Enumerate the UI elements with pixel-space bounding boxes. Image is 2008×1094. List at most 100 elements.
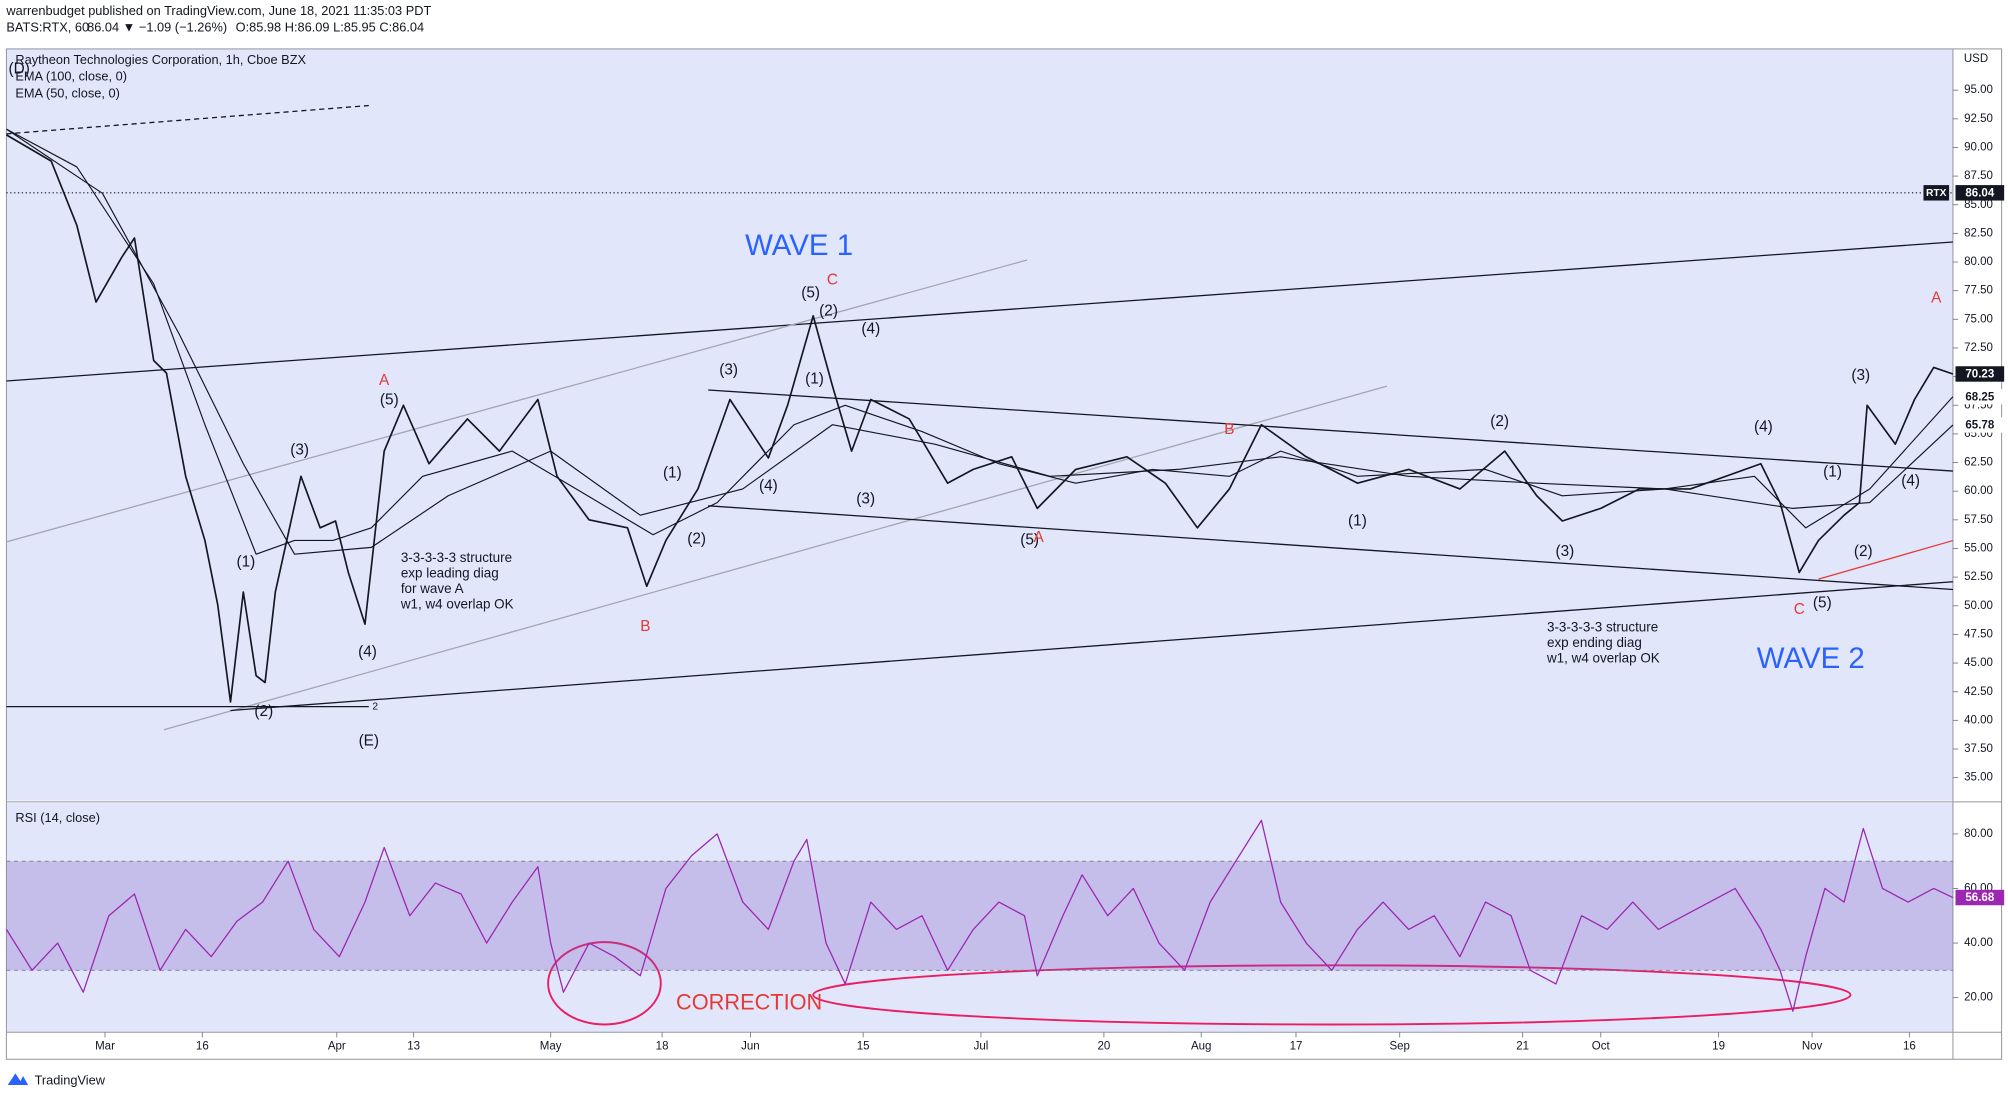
annotation: (2) [1490, 413, 1509, 430]
annotation: B [1224, 421, 1234, 438]
x-tick-label: Jul [974, 1040, 989, 1052]
x-tick-label: 20 [1097, 1040, 1110, 1052]
annotation: A [379, 372, 390, 389]
trendline [1818, 539, 1954, 580]
x-tick-label: 21 [1516, 1040, 1529, 1052]
y-tick-label: 80.00 [1964, 256, 1993, 268]
annotation: (5) [1020, 532, 1039, 549]
annotation: (3) [290, 442, 309, 459]
trendline [708, 505, 1953, 591]
y-tick-label: 37.50 [1964, 743, 1993, 755]
annotation: (4) [861, 321, 880, 338]
annotation: (1) [805, 371, 824, 388]
annotation: C [1794, 601, 1805, 618]
rsi-pane [6, 803, 1953, 1033]
annotation: C [827, 272, 838, 289]
price-label: 56.68 [1965, 892, 1994, 904]
x-tick-label: Aug [1191, 1040, 1211, 1052]
x-tick-label: May [540, 1040, 562, 1052]
brand: TradingView [35, 1072, 106, 1087]
trendline [708, 389, 1953, 472]
trendline [230, 581, 1953, 712]
x-tick-label: 19 [1712, 1040, 1725, 1052]
y-tick-label: 40.00 [1964, 714, 1993, 726]
x-tick-label: 16 [1903, 1040, 1916, 1052]
series-line [6, 128, 1954, 555]
trendline [6, 241, 1953, 382]
annotation: (2) [1854, 543, 1873, 560]
annotation: (D) [9, 61, 30, 78]
price-label-box [1955, 889, 2005, 906]
x-tick-label: Nov [1802, 1040, 1823, 1052]
annotation: exp ending diag [1547, 635, 1642, 650]
x-tick-label: 13 [407, 1040, 420, 1052]
y-tick-label: 60.00 [1964, 485, 1993, 497]
price-label: 68.25 [1965, 391, 1994, 403]
annotation: (2) [254, 703, 273, 720]
x-tick-label: Oct [1592, 1040, 1611, 1052]
annotation: (3) [1851, 367, 1870, 384]
y-tick-label: 77.50 [1964, 285, 1993, 297]
price-label: 65.78 [1965, 420, 1994, 432]
y-tick-label: 82.50 [1964, 227, 1993, 239]
rsi-title: RSI (14, close) [15, 810, 100, 825]
y-tick-label: 62.50 [1964, 457, 1993, 469]
rsi-band [6, 861, 1953, 971]
series-line [5, 819, 1954, 1012]
legend-entry: EMA (100, close, 0) [15, 69, 127, 84]
y-tick-label: 90.00 [1964, 141, 1993, 153]
y-tick-label: 85.00 [1964, 199, 1993, 211]
annotation: (4) [1901, 472, 1920, 489]
annotation: CORRECTION [676, 990, 822, 1015]
y-tick-label: 35.00 [1964, 772, 1993, 784]
annotation: A [1033, 529, 1044, 546]
y-tick-label: 50.00 [1964, 600, 1993, 612]
annotation: (3) [856, 490, 875, 507]
annotation: (1) [1348, 512, 1367, 529]
x-tick-label: 18 [656, 1040, 669, 1052]
x-tick-label: 15 [857, 1040, 870, 1052]
trendline [6, 259, 1028, 543]
y-tick-label: 80.00 [1964, 828, 1993, 840]
chart-title: Raytheon Technologies Corporation, 1h, C… [15, 52, 306, 67]
annotation: (5) [1813, 595, 1832, 612]
series-line [6, 128, 1954, 555]
annotation: (4) [759, 478, 778, 495]
annotation: w1, w4 overlap OK [1546, 651, 1660, 666]
annotation: WAVE 1 [745, 229, 853, 262]
price-label: 86.04 [1965, 187, 1994, 199]
frame [5, 48, 2003, 1060]
trendline [6, 104, 369, 135]
annotation: 3-3-3-3-3 structure [1547, 620, 1658, 635]
price-line-name: RTX [1926, 188, 1947, 199]
x-tick-label: Sep [1389, 1040, 1409, 1052]
price-label-box [1955, 417, 2005, 433]
price-label: 70.23 [1965, 369, 1994, 381]
annotation: exp leading diag [401, 566, 499, 581]
ellipse-annotation [547, 941, 662, 1026]
x-tick-label: Apr [328, 1040, 346, 1052]
ohlc: O:85.98 H:86.09 L:85.95 C:86.04 [236, 20, 425, 35]
annotation: (1) [236, 553, 255, 570]
annotation: (3) [719, 362, 738, 379]
y-tick-label: 55.00 [1964, 543, 1993, 555]
ellipse-annotation [812, 964, 1852, 1026]
annotation: (4) [1754, 418, 1773, 435]
legend-entry: EMA (50, close, 0) [15, 85, 120, 100]
x-tick-label: 16 [196, 1040, 209, 1052]
quote: 86.04 ▼ −1.09 (−1.26%) [87, 20, 227, 35]
annotation: 3-3-3-3-3 structure [401, 550, 512, 565]
trendline [163, 385, 1388, 731]
price-pane [6, 48, 1953, 801]
y-tick-label: 57.50 [1964, 514, 1993, 526]
y-tick-label: 87.50 [1964, 170, 1993, 182]
y-tick-label: 75.00 [1964, 313, 1993, 325]
currency: USD [1964, 53, 1988, 65]
y-tick-label: 95.00 [1964, 84, 1993, 96]
annotation: w1, w4 overlap OK [400, 596, 514, 611]
y-tick-label: 72.50 [1964, 342, 1993, 354]
y-tick-label: 20.00 [1964, 992, 1993, 1004]
price-label-box [1955, 366, 2005, 382]
brand-logo [7, 1073, 29, 1085]
annotation: 2 [372, 701, 378, 712]
